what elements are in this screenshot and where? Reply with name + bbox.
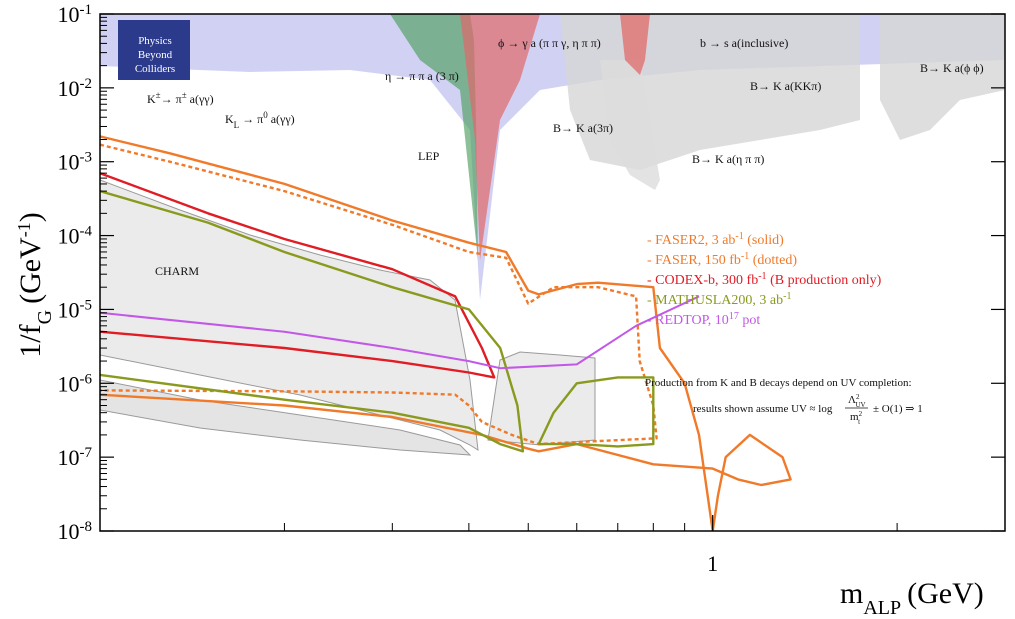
legend-item-3: - MATHUSLA200, 3 ab-1 <box>647 291 791 309</box>
note-line1: Production from K and B decays depend on… <box>645 377 912 389</box>
annotation-lep: LEP <box>418 149 440 163</box>
note-line2-text: results shown assume UV ≈ log <box>693 403 833 415</box>
excluded-regions <box>100 14 1005 456</box>
x-axis-label: mALP (GeV) <box>840 577 984 614</box>
y-tick-label-0: 10-1 <box>58 2 93 27</box>
series-redtop <box>100 295 700 370</box>
y-tick-label-5: 10-6 <box>58 371 93 396</box>
series-faser2_solid <box>100 135 792 531</box>
note-line2: results shown assume UV ≈ log Λ2 UV m2 t ±… <box>693 393 923 426</box>
logo-line1: Physics <box>138 35 172 47</box>
annotation-b-ketapipi: B→ K a(η π π) <box>692 152 764 166</box>
annotation-kpm: K±→ π± a(γγ) <box>147 90 214 106</box>
legend-item-1: - FASER, 150 fb-1 (dotted) <box>647 251 797 269</box>
ticks-layer: 10-1 10-2 10-3 10-4 10-5 10-6 10-7 10-8 1 <box>58 2 1006 576</box>
region-phi-right <box>620 14 650 75</box>
region-phi <box>460 14 540 260</box>
logo-line3: Colliders <box>135 63 175 75</box>
series-mathusla200_right <box>537 376 655 448</box>
note-tail: ± O(1) ⇒ 1 <box>873 403 923 415</box>
y-tick-label-6: 10-7 <box>58 445 93 470</box>
annotation-b-kphiphi: B→ K a(ϕ ϕ) <box>920 61 984 75</box>
note-frac-numerator: Λ2 UV <box>848 393 866 409</box>
region-b-phiphi <box>880 14 1005 140</box>
annotation-eta: η → π π a (3 π) <box>385 69 459 83</box>
annotation-b-kkkpi: B→ K a(KKπ) <box>750 79 821 93</box>
plot-frame <box>99 13 1006 532</box>
y-tick-label-4: 10-5 <box>58 297 93 322</box>
logo-line2: Beyond <box>138 49 173 61</box>
annotation-b-k3pi: B→ K a(3π) <box>553 121 613 135</box>
note-frac-denominator: m2 t <box>850 410 863 426</box>
annotation-kl: KL → π0 a(γγ) <box>225 110 295 130</box>
x-tick-label-0: 1 <box>707 551 718 576</box>
annotation-b-s: b → s a(inclusive) <box>700 36 788 50</box>
y-tick-label-2: 10-3 <box>58 150 93 175</box>
region-lower-band <box>100 379 472 456</box>
series-codex_b <box>100 172 496 379</box>
y-tick-label-3: 10-4 <box>58 224 93 249</box>
legend: - FASER2, 3 ab-1 (solid) - FASER, 150 fb-… <box>647 231 882 329</box>
legend-item-4: - REDTOP, 1017 pot <box>647 311 760 329</box>
series-faser_dotted <box>100 143 658 446</box>
region-charm <box>100 179 479 451</box>
logo-background <box>118 20 190 80</box>
region-b-3pi <box>600 60 660 190</box>
series-layer <box>100 135 792 531</box>
legend-item-2: - CODEX-b, 300 fb-1 (B production only) <box>647 271 882 289</box>
annotation-phi: ϕ → γ a (π π γ, η π π) <box>498 36 601 50</box>
legend-item-0: - FASER2, 3 ab-1 (solid) <box>647 231 784 249</box>
y-tick-label-1: 10-2 <box>58 76 93 101</box>
logo: Physics Beyond Colliders <box>118 20 190 80</box>
series-mathusla200 <box>100 189 525 453</box>
y-axis-label: 1/fG(GeV-1) <box>14 212 56 357</box>
y-tick-label-7: 10-8 <box>58 519 93 544</box>
region-eta <box>390 14 478 260</box>
annotation-charm: CHARM <box>155 264 199 278</box>
